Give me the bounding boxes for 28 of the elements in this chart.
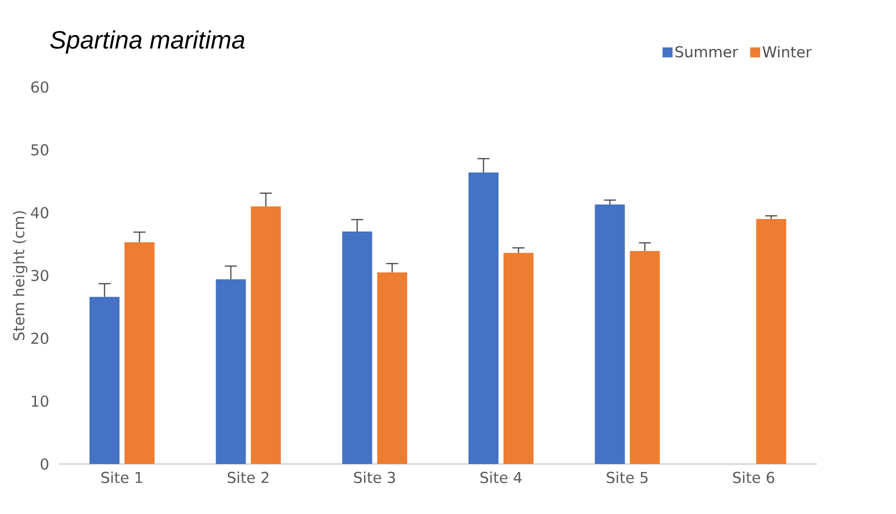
y-tick-label: 30 (31, 270, 48, 282)
y-tick-label: 20 (31, 332, 48, 344)
x-tick-label: Site 1 (101, 472, 142, 484)
y-tick-label: 40 (30, 206, 48, 218)
bar (756, 218, 786, 464)
chart-title: Spartina maritima (50, 30, 245, 54)
legend-label: Summer (676, 46, 738, 58)
bar (377, 272, 408, 464)
bar (630, 250, 660, 464)
y-axis-title: Stem height (cm) (12, 211, 28, 340)
y-tick-label: 50 (31, 144, 48, 156)
bar (342, 232, 372, 464)
x-tick-label: Site 5 (606, 472, 648, 484)
bar (468, 172, 499, 464)
x-tick-label: Site 3 (354, 472, 396, 484)
legend-label: Winter (762, 46, 812, 58)
bar (90, 296, 120, 464)
bar (250, 206, 281, 464)
y-tick-label: 10 (32, 395, 48, 407)
y-tick-label: 0 (40, 458, 48, 470)
bar (594, 204, 625, 464)
x-tick-label: Site 4 (480, 472, 522, 484)
bar (504, 252, 534, 464)
bar (124, 242, 155, 464)
y-tick-label: 60 (31, 81, 48, 93)
x-tick-label: Site 6 (733, 472, 774, 484)
x-tick-label: Site 2 (228, 472, 268, 484)
bar (216, 279, 246, 464)
